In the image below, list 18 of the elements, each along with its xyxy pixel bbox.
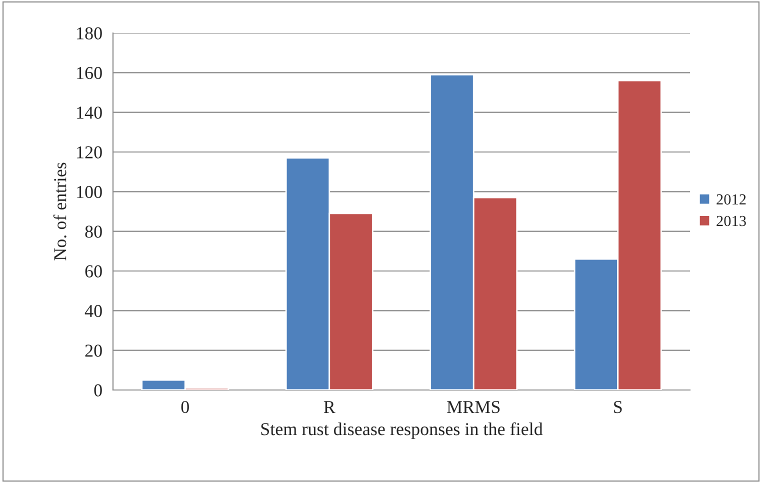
x-axis-title: Stem rust disease responses in the field xyxy=(261,422,543,439)
x-tick-label: S xyxy=(614,400,622,414)
y-tick-label: 20 xyxy=(85,344,102,357)
legend-label: 2012 xyxy=(716,194,746,205)
y-tick-label: 180 xyxy=(77,27,102,40)
y-tick-label: 160 xyxy=(77,66,102,80)
x-tick-label: R xyxy=(324,401,336,413)
y-tick-label: 100 xyxy=(77,186,102,198)
y-tick-label: 0 xyxy=(94,384,102,396)
y-tick-label: 140 xyxy=(77,106,102,119)
legend-label: 2013 xyxy=(716,216,746,226)
y-tick-label: 80 xyxy=(85,226,102,238)
y-tick-label: 120 xyxy=(77,146,102,158)
x-tick-label: 0 xyxy=(181,400,189,414)
y-tick-label: 60 xyxy=(85,265,102,278)
y-tick-label: 40 xyxy=(84,304,102,318)
y-axis-title: No. of entries xyxy=(53,162,66,260)
x-tick-label: MRMS xyxy=(447,400,500,414)
